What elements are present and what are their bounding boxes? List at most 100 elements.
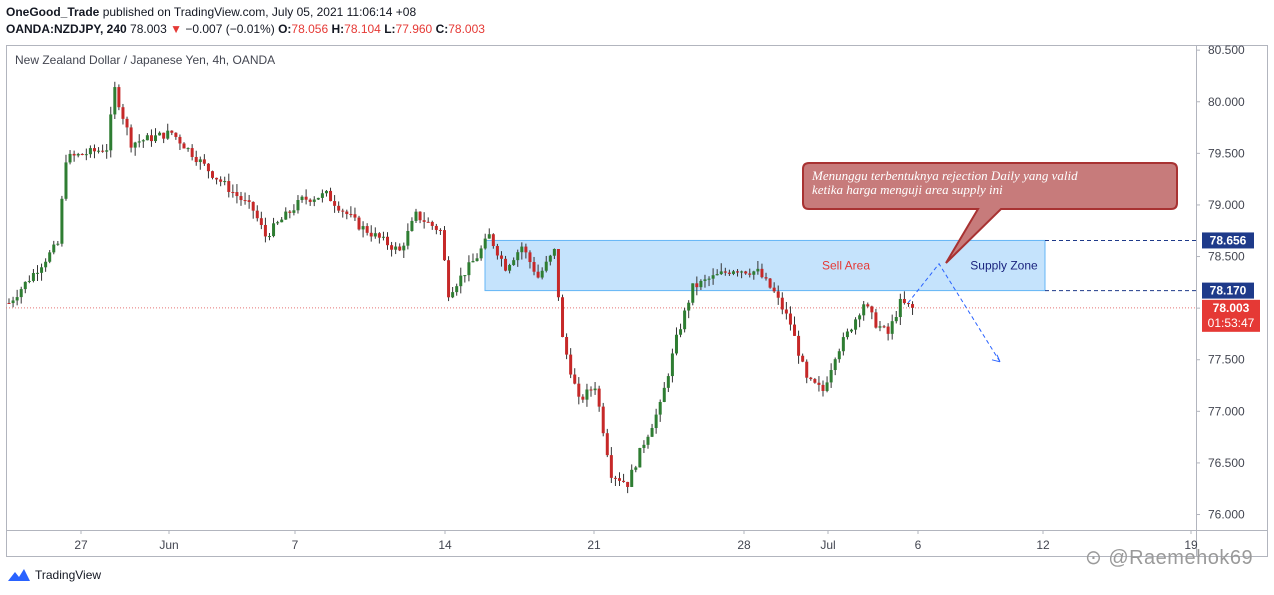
candle-body [463, 275, 467, 277]
candle-body [646, 436, 650, 445]
candle-body [7, 302, 11, 304]
level-price-tag-label: 78.170 [1210, 284, 1247, 298]
candle-body [731, 271, 735, 274]
candle-body [467, 262, 471, 276]
candle-body [727, 272, 731, 274]
candle-body [369, 232, 373, 237]
candle-body [817, 382, 821, 385]
tradingview-logo[interactable]: TradingView [8, 568, 101, 582]
candle-body [219, 179, 223, 182]
candle-body [84, 154, 88, 156]
candle-body [40, 267, 44, 273]
x-tick-label: 6 [915, 538, 922, 552]
author-name[interactable]: OneGood_Trade [6, 5, 100, 19]
candle-body [149, 135, 153, 142]
candle-body [886, 326, 890, 334]
candle-body [414, 211, 418, 221]
candle-body [569, 354, 573, 375]
candle-body [438, 229, 442, 231]
y-tick-label: 77.000 [1208, 404, 1245, 418]
candle-body [68, 153, 72, 163]
candle-body [658, 401, 662, 415]
candle-body [626, 481, 630, 487]
candle-body [316, 197, 320, 200]
candle-body [308, 199, 312, 202]
candle-body [866, 304, 870, 307]
candle-body [536, 271, 540, 278]
x-tick-label: 28 [737, 538, 751, 552]
price-chart[interactable]: 80.50080.00079.50079.00078.50078.00077.5… [6, 45, 1268, 557]
candle-body [292, 210, 296, 213]
candle-body [263, 224, 267, 237]
candle-body [211, 171, 214, 178]
tradingview-logo-text: TradingView [35, 568, 102, 582]
low-label: L: [384, 22, 396, 36]
candle-body [674, 334, 678, 354]
publish-line: OneGood_Trade published on TradingView.c… [6, 4, 485, 21]
candle-body [145, 135, 149, 141]
y-tick-label: 78.500 [1208, 250, 1245, 264]
y-tick-label: 79.500 [1208, 146, 1245, 160]
candle-body [158, 132, 162, 136]
candle-body [80, 153, 84, 155]
supply-zone-box[interactable] [484, 239, 1046, 292]
candle-body [406, 230, 410, 246]
high-label: H: [331, 22, 345, 36]
candle-body [898, 298, 902, 318]
candle-body [272, 223, 276, 237]
candle-body [841, 337, 845, 352]
sell-area-label: Sell Area [822, 259, 870, 273]
candle-body [593, 388, 597, 391]
candle-body [333, 201, 337, 206]
candle-body [198, 159, 202, 163]
candle-body [805, 361, 809, 378]
candle-body [540, 270, 544, 278]
y-tick-label: 77.500 [1208, 353, 1245, 367]
candle-body [813, 379, 817, 383]
candle-body [723, 271, 727, 273]
level-price-tag [1202, 232, 1254, 249]
candle-body [60, 198, 64, 244]
annotation-callout[interactable] [802, 162, 1178, 264]
candle-body [141, 140, 145, 142]
candle-body [345, 211, 349, 215]
level-price-tag [1202, 282, 1254, 299]
candle-body [442, 230, 446, 261]
candle-body [88, 148, 92, 155]
candle-body [601, 406, 605, 434]
candle-body [357, 217, 361, 230]
open-label: O: [278, 22, 292, 36]
candle-body [683, 310, 687, 330]
candle-body [479, 248, 483, 259]
candle-body [854, 319, 858, 330]
candle-body [386, 236, 390, 246]
candle-body [11, 300, 15, 304]
candle-body [768, 278, 772, 288]
candle-body [190, 148, 194, 157]
candle-body [235, 192, 239, 197]
candle-body [471, 261, 475, 263]
candle-body [638, 447, 642, 468]
candle-body [552, 248, 556, 256]
candle-body [381, 236, 385, 238]
open-value: 78.056 [291, 22, 329, 36]
candle-body [48, 252, 52, 262]
candle-body [300, 196, 304, 201]
candle-body [320, 193, 324, 198]
candle-body [447, 260, 451, 298]
candle-body [202, 159, 206, 164]
candle-body [247, 200, 251, 202]
candle-body [703, 279, 707, 281]
candle-body [634, 467, 638, 470]
candle-body [793, 324, 797, 336]
candle-body [243, 200, 247, 202]
candle-body [577, 383, 581, 397]
candle-body [31, 273, 35, 281]
candle-body [622, 480, 626, 482]
candle-body [890, 321, 894, 334]
candle-body [487, 234, 491, 239]
candle-body [109, 114, 113, 151]
candle-body [373, 233, 377, 237]
candle-body [154, 135, 158, 142]
candle-body [394, 246, 398, 250]
